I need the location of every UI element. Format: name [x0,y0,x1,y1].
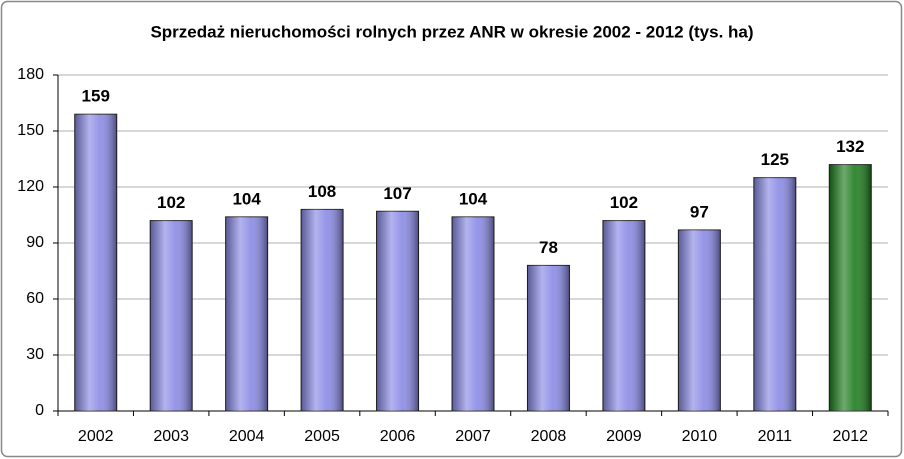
x-tick-label: 2009 [606,428,642,445]
bar-shade [301,209,344,411]
x-tick-label: 2012 [832,428,868,445]
x-tick-label: 2011 [758,428,793,445]
y-tick-label: 90 [26,234,44,251]
bar-shade [452,216,494,411]
value-label: 159 [82,87,110,106]
chart-title: Sprzedaż nieruchomości rolnych przez ANR… [150,22,753,41]
value-label: 97 [690,202,709,221]
bar-shade [829,164,872,411]
x-tick-label: 2008 [531,428,567,445]
value-label: 125 [761,150,789,169]
value-label: 78 [539,238,558,257]
value-label: 132 [836,137,864,156]
x-tick-label: 2004 [229,428,265,445]
bar-shade [74,114,117,411]
x-tick-label: 2006 [380,428,416,445]
bar-shade [225,216,268,411]
value-label: 104 [459,189,488,208]
x-tick-label: 2007 [455,428,491,445]
y-tick-label: 30 [26,346,44,363]
y-tick-label: 150 [17,122,44,139]
y-tick-label: 180 [17,66,44,83]
bar-shade [678,229,721,411]
value-label: 107 [383,184,411,203]
y-tick-label: 60 [26,290,44,307]
value-label: 102 [610,193,638,212]
bar-shade [150,220,193,411]
bar-shade [376,211,419,411]
x-tick-label: 2003 [153,428,189,445]
bar-shade [527,265,570,411]
value-label: 108 [308,182,336,201]
y-tick-label: 0 [35,402,44,419]
x-tick-label: 2005 [304,428,340,445]
bar-shade [753,177,796,411]
bar-shade [602,220,645,411]
x-tick-label: 2010 [682,428,718,445]
value-label: 102 [157,193,185,212]
x-tick-label: 2002 [78,428,114,445]
y-tick-label: 120 [17,178,44,195]
value-label: 104 [232,189,261,208]
